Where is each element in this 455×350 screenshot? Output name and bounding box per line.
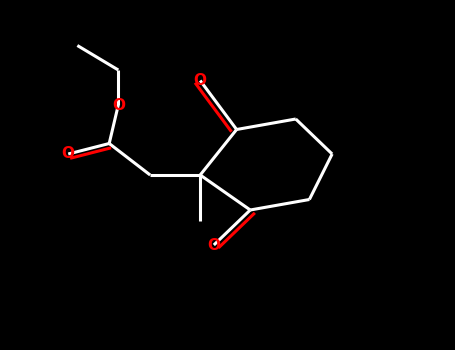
Text: O: O xyxy=(207,238,220,252)
Text: O: O xyxy=(194,73,207,88)
Text: O: O xyxy=(112,98,125,112)
Text: O: O xyxy=(62,147,75,161)
